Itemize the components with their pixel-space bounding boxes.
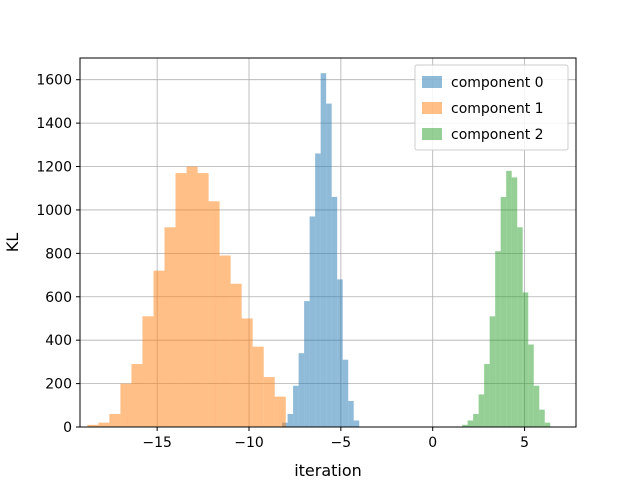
y-tick-label: 400 [45, 333, 72, 349]
histogram-bar [164, 227, 176, 427]
histogram-bar [533, 385, 540, 427]
histogram-bar [337, 279, 343, 427]
histogram-bar [208, 201, 220, 427]
histogram-bar [287, 413, 294, 427]
x-tick-label: −10 [234, 435, 264, 451]
histogram-bar [219, 255, 231, 427]
histogram-bar [522, 292, 529, 427]
histogram-bar [98, 422, 110, 427]
histogram-bar [484, 364, 490, 427]
histogram-bar [175, 173, 187, 427]
histogram-bar [478, 394, 485, 427]
legend-swatch [422, 128, 442, 140]
y-tick-label: 0 [63, 420, 72, 436]
y-tick-label: 1600 [36, 73, 72, 89]
histogram-bar [109, 413, 121, 427]
x-tick-label: −15 [142, 435, 172, 451]
histogram-bar [315, 153, 321, 427]
histogram-bar [309, 216, 316, 427]
histogram-bar [252, 346, 264, 427]
histogram-bar [87, 424, 99, 427]
histogram-bar [544, 422, 551, 427]
y-tick-label: 600 [45, 290, 72, 306]
histogram-bar [348, 400, 354, 427]
histogram-bar [263, 377, 275, 427]
histogram-bars [87, 73, 551, 428]
histogram-bar [197, 173, 209, 427]
histogram-bar [186, 166, 198, 427]
histogram-bar [120, 383, 132, 427]
series-0-bars [282, 73, 360, 428]
histogram-bar [331, 196, 338, 427]
plot-frame [79, 57, 577, 428]
histogram-bar [489, 316, 496, 427]
legend-label: component 1 [451, 101, 544, 117]
histogram-bar [528, 344, 534, 427]
histogram-bar [511, 177, 518, 427]
histogram-bar [142, 316, 154, 427]
histogram-bar [473, 413, 479, 427]
legend: component 0 component 1 component 2 [414, 64, 569, 151]
histogram-bar [326, 103, 332, 428]
histogram-bar [304, 301, 310, 427]
legend-label: component 0 [451, 75, 544, 91]
series-1-bars [87, 166, 286, 427]
histogram-bar [293, 385, 299, 427]
x-tick-label: −5 [331, 435, 352, 451]
y-tick-label: 200 [45, 377, 72, 393]
y-tick-label: 800 [45, 246, 72, 262]
histogram-bar [298, 353, 305, 427]
legend-box [414, 64, 569, 151]
histogram-bar [342, 359, 349, 427]
histogram-bar [467, 420, 474, 427]
histogram-bar [274, 396, 286, 427]
x-tick-label: 5 [520, 435, 529, 451]
histogram-bar [500, 196, 507, 427]
y-axis-ticks: 0 200 400 600 800 1000 1200 1400 1600 [36, 73, 80, 436]
histogram-bar [353, 420, 360, 427]
legend-swatch [422, 102, 442, 114]
histogram-bar [517, 227, 523, 427]
series-2-bars [462, 170, 551, 427]
legend-label: component 2 [451, 127, 544, 143]
x-axis-label: iteration [294, 461, 362, 480]
histogram-bar [495, 251, 501, 427]
histogram-bar [230, 283, 242, 427]
histogram-bar [539, 409, 545, 427]
histogram-bar [241, 318, 253, 427]
x-tick-label: 0 [428, 435, 437, 451]
histogram-bar [320, 73, 327, 427]
y-tick-label: 1000 [36, 203, 72, 219]
histogram-bar [153, 270, 165, 427]
x-axis-ticks: −15 −10 −5 0 5 [142, 427, 529, 451]
histogram-bar [131, 364, 143, 427]
y-tick-label: 1200 [36, 160, 72, 176]
histogram-bar [462, 424, 468, 427]
y-axis-label: KL [3, 233, 22, 252]
legend-swatch [422, 76, 442, 88]
histogram-bar [506, 170, 512, 427]
y-tick-label: 1400 [36, 116, 72, 132]
